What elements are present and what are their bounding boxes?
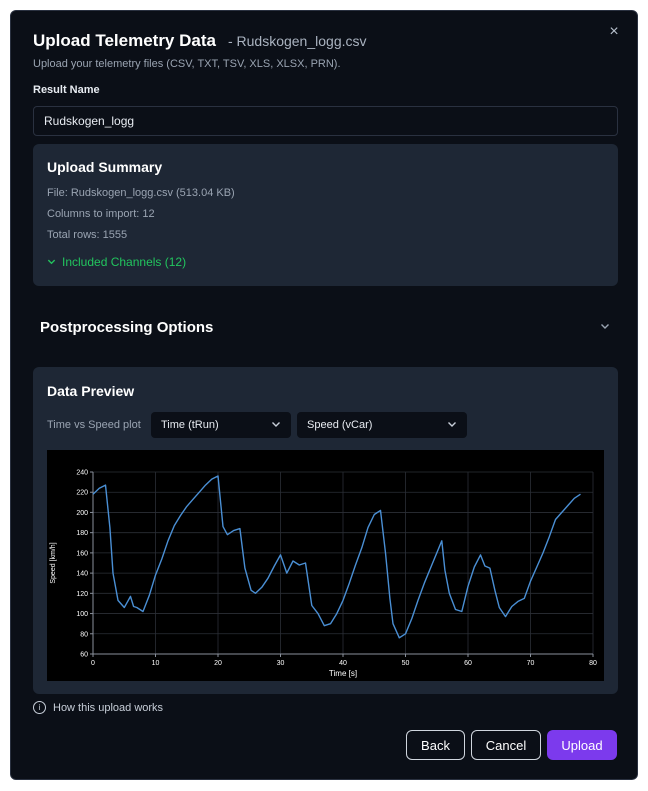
upload-summary-panel: Upload Summary File: Rudskogen_logg.csv … bbox=[33, 144, 618, 286]
chevron-down-icon bbox=[447, 419, 457, 432]
data-preview-panel: Data Preview Time vs Speed plot Time (tR… bbox=[33, 367, 618, 694]
x-tick-label: 80 bbox=[589, 660, 597, 667]
summary-file: File: Rudskogen_logg.csv (513.04 KB) bbox=[47, 187, 235, 199]
summary-columns: Columns to import: 12 bbox=[47, 208, 155, 220]
speed-chart-svg: 0 10 20 30 40 50 60 70 80 60 80 100 120 140 160 180 200 2… bbox=[50, 470, 597, 679]
y-tick-label: 140 bbox=[76, 571, 88, 578]
result-name-label: Result Name bbox=[33, 84, 100, 96]
y-axis-label: Speed [km/h] bbox=[50, 542, 57, 583]
y-tick-label: 200 bbox=[76, 510, 88, 517]
summary-rows: Total rows: 1555 bbox=[47, 229, 128, 241]
info-icon: i bbox=[33, 701, 46, 714]
x-tick-label: 50 bbox=[402, 660, 410, 667]
dialog-filename: - Rudskogen_logg.csv bbox=[227, 33, 367, 49]
chevron-down-icon bbox=[47, 255, 56, 269]
upload-summary-title: Upload Summary bbox=[47, 159, 163, 175]
x-tick-label: 40 bbox=[339, 660, 347, 667]
postprocessing-toggle[interactable]: Postprocessing Options bbox=[33, 309, 618, 345]
upload-button[interactable]: Upload bbox=[547, 730, 617, 760]
y-tick-label: 180 bbox=[76, 530, 88, 537]
x-axis-label: Time [s] bbox=[329, 669, 357, 678]
x-tick-label: 20 bbox=[214, 660, 222, 667]
x-tick-label: 10 bbox=[152, 660, 160, 667]
cancel-button[interactable]: Cancel bbox=[471, 730, 541, 760]
x-axis-select-value: Time (tRun) bbox=[161, 419, 219, 431]
y-tick-label: 80 bbox=[80, 631, 88, 638]
y-tick-label: 220 bbox=[76, 490, 88, 497]
back-button[interactable]: Back bbox=[406, 730, 465, 760]
y-axis-select-value: Speed (vCar) bbox=[307, 419, 373, 431]
x-tick-label: 60 bbox=[464, 660, 472, 667]
dialog-header: Upload Telemetry Data - Rudskogen_logg.c… bbox=[33, 31, 367, 51]
y-tick-label: 240 bbox=[76, 470, 88, 477]
y-tick-label: 120 bbox=[76, 591, 88, 598]
how-upload-works-link[interactable]: i How this upload works bbox=[33, 701, 163, 714]
x-tick-label: 70 bbox=[527, 660, 535, 667]
y-tick-label: 60 bbox=[80, 652, 88, 659]
plot-label: Time vs Speed plot bbox=[47, 419, 141, 431]
how-upload-works-text: How this upload works bbox=[53, 701, 164, 714]
included-channels-toggle[interactable]: Included Channels (12) bbox=[47, 255, 186, 269]
dialog-title: Upload Telemetry Data bbox=[33, 31, 216, 50]
included-channels-label: Included Channels (12) bbox=[62, 255, 187, 269]
dialog-subtitle: Upload your telemetry files (CSV, TXT, T… bbox=[33, 58, 341, 70]
y-tick-label: 160 bbox=[76, 550, 88, 557]
x-tick-label: 30 bbox=[277, 660, 285, 667]
chevron-down-icon bbox=[600, 320, 610, 334]
data-preview-title: Data Preview bbox=[47, 383, 135, 399]
x-tick-label: 0 bbox=[91, 660, 95, 667]
close-icon[interactable]: × bbox=[609, 23, 619, 40]
postprocessing-title: Postprocessing Options bbox=[40, 318, 214, 336]
result-name-input[interactable] bbox=[33, 106, 618, 136]
y-tick-label: 100 bbox=[76, 611, 88, 618]
speed-series-line bbox=[92, 475, 581, 639]
y-axis-select[interactable]: Speed (vCar) bbox=[297, 412, 467, 438]
upload-dialog: × Upload Telemetry Data - Rudskogen_logg… bbox=[10, 10, 638, 780]
x-axis-select[interactable]: Time (tRun) bbox=[151, 412, 291, 438]
speed-chart: 0 10 20 30 40 50 60 70 80 60 80 100 120 140 160 180 200 2… bbox=[47, 450, 604, 681]
chevron-down-icon bbox=[271, 419, 281, 432]
